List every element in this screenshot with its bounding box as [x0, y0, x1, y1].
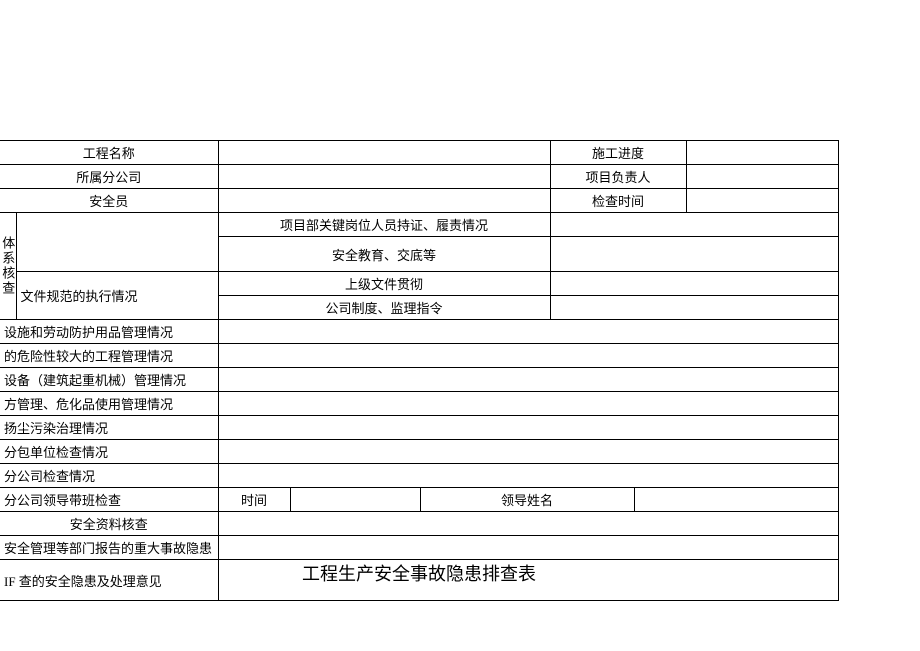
label-safety-docs: 安全资料核查 — [0, 512, 218, 536]
value-leader-name — [634, 488, 838, 512]
value-safety-officer — [218, 189, 550, 213]
label-progress: 施工进度 — [550, 141, 686, 165]
label-check-time: 检查时间 — [550, 189, 686, 213]
value-upper-doc — [550, 272, 838, 296]
value-dust — [218, 416, 838, 440]
document-title: 工程生产安全事故隐患排查表 — [0, 560, 838, 586]
value-progress — [686, 141, 838, 165]
label-key-post: 项目部关键岗位人员持证、履责情况 — [218, 213, 550, 237]
label-project-name: 工程名称 — [0, 141, 218, 165]
label-safety-edu: 安全教育、交底等 — [218, 237, 550, 272]
label-dust: 扬尘污染治理情况 — [0, 416, 218, 440]
value-danger-eng — [218, 344, 838, 368]
label-branch: 所属分公司 — [0, 165, 218, 189]
value-pm — [686, 165, 838, 189]
label-ppe: 设施和劳动防护用品管理情况 — [0, 320, 218, 344]
label-branch-check: 分公司检查情况 — [0, 464, 218, 488]
label-danger-eng: 的危险性较大的工程管理情况 — [0, 344, 218, 368]
label-pm: 项目负责人 — [550, 165, 686, 189]
label-hazmat: 方管理、危化品使用管理情况 — [0, 392, 218, 416]
value-safety-docs — [218, 512, 838, 536]
value-key-post — [550, 213, 838, 237]
label-major-hazard: 安全管理等部门报告的重大事故隐患 — [0, 536, 218, 560]
label-leader-check: 分公司领导带班检查 — [0, 488, 218, 512]
value-equipment — [218, 368, 838, 392]
value-branch-check — [218, 464, 838, 488]
label-doc-exec: 文件规范的执行情况 — [16, 272, 218, 320]
value-project-name — [218, 141, 550, 165]
value-safety-edu — [550, 237, 838, 272]
value-subcontract — [218, 440, 838, 464]
label-time: 时间 — [218, 488, 290, 512]
label-company-rules: 公司制度、监理指令 — [218, 296, 550, 320]
inspection-form-table: 工程名称 施工进度 所属分公司 项目负责人 安全员 检查时间 体系核查 — [0, 140, 839, 601]
label-subcontract: 分包单位检查情况 — [0, 440, 218, 464]
value-time — [290, 488, 420, 512]
cell-blank-a — [16, 213, 218, 272]
label-system-check-vertical: 体系核查 — [0, 213, 16, 320]
value-ppe — [218, 320, 838, 344]
value-branch — [218, 165, 550, 189]
label-upper-doc: 上级文件贯彻 — [218, 272, 550, 296]
value-check-time — [686, 189, 838, 213]
value-major-hazard — [218, 536, 838, 560]
value-company-rules — [550, 296, 838, 320]
label-leader-name: 领导姓名 — [420, 488, 634, 512]
value-hazmat — [218, 392, 838, 416]
label-safety-officer: 安全员 — [0, 189, 218, 213]
label-equipment: 设备（建筑起重机械）管理情况 — [0, 368, 218, 392]
